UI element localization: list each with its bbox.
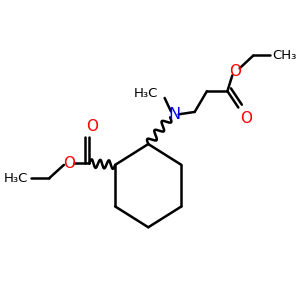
Text: CH₃: CH₃: [272, 49, 297, 62]
Text: H₃C: H₃C: [134, 87, 158, 100]
Text: O: O: [86, 119, 98, 134]
Text: H₃C: H₃C: [4, 172, 28, 185]
Text: O: O: [63, 156, 75, 171]
Text: N: N: [168, 107, 180, 122]
Text: O: O: [240, 111, 252, 126]
Text: O: O: [230, 64, 242, 79]
